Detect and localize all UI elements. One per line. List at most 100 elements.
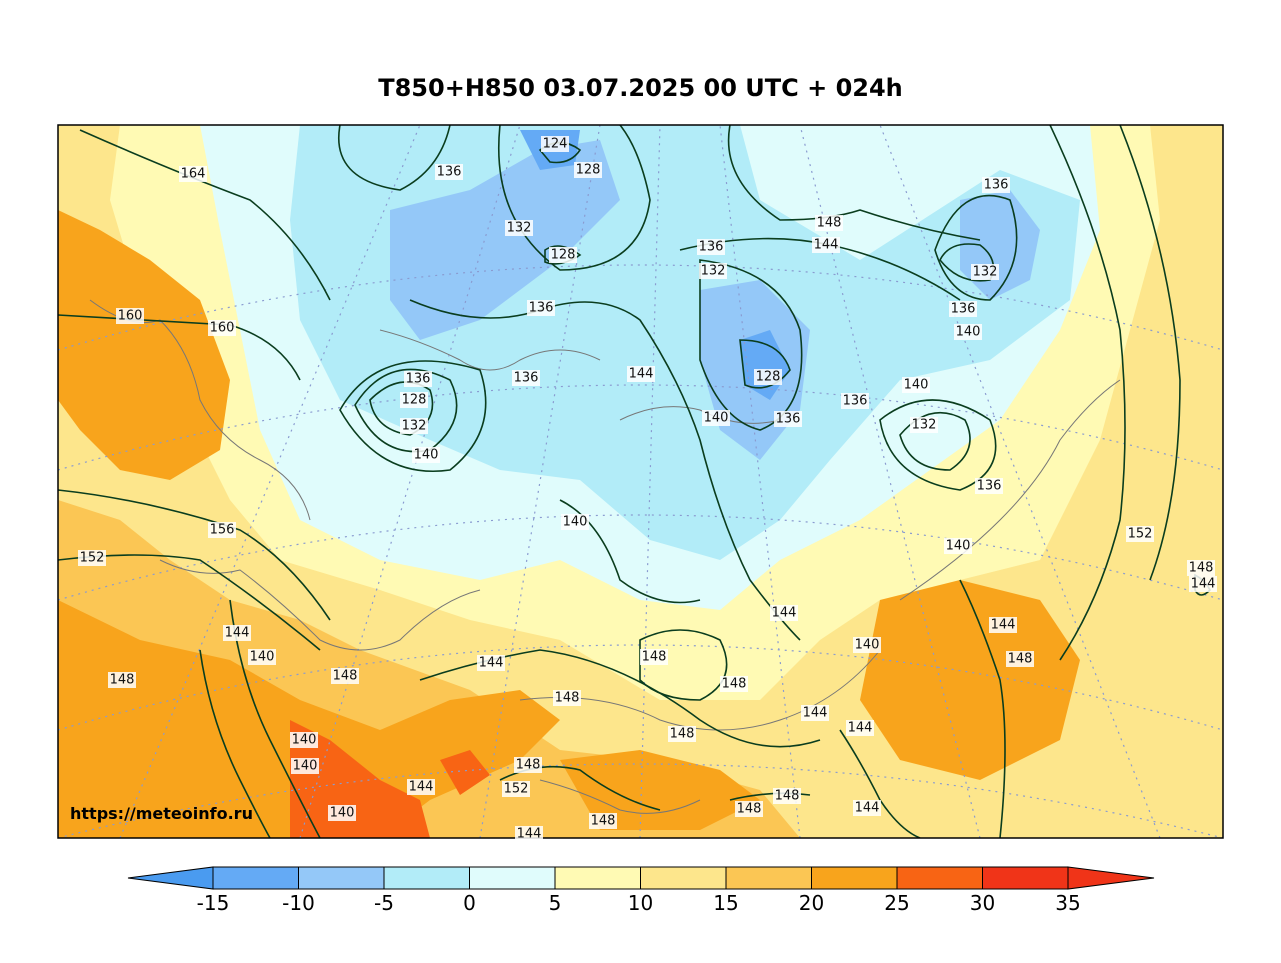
colorbar-tick-label: -10	[282, 891, 315, 915]
contour-label: 136	[527, 300, 555, 316]
svg-text:132: 132	[701, 264, 726, 279]
chart-title: T850+H850 03.07.2025 00 UTC + 024h	[378, 74, 903, 102]
contour-label: 144	[407, 779, 435, 795]
svg-text:140: 140	[414, 448, 439, 463]
svg-text:140: 140	[250, 650, 275, 665]
svg-text:144: 144	[803, 706, 828, 721]
contour-label: 140	[561, 514, 589, 530]
contour-label: 152	[78, 550, 106, 566]
colorbar-bin	[725, 866, 812, 890]
contour-label: 148	[553, 690, 581, 706]
svg-text:140: 140	[946, 539, 971, 554]
colorbar-tick-label: 35	[1055, 891, 1080, 915]
contour-label: 140	[291, 758, 319, 774]
svg-text:136: 136	[951, 302, 976, 317]
contour-label: 144	[812, 237, 840, 253]
svg-text:132: 132	[507, 221, 532, 236]
svg-text:148: 148	[737, 802, 762, 817]
svg-text:136: 136	[406, 372, 431, 387]
svg-text:148: 148	[642, 650, 667, 665]
contour-label: 148	[773, 788, 801, 804]
svg-text:144: 144	[629, 367, 654, 382]
svg-text:152: 152	[1128, 527, 1153, 542]
svg-text:136: 136	[843, 394, 868, 409]
colorbar-bin	[811, 866, 898, 890]
fill-minus5-0	[390, 140, 620, 340]
contour-label: 148	[514, 757, 542, 773]
svg-text:148: 148	[670, 727, 695, 742]
contour-label: 136	[512, 370, 540, 386]
fill-30-35-b	[440, 750, 490, 795]
colorbar-tick-label: 15	[713, 891, 738, 915]
svg-text:128: 128	[402, 393, 427, 408]
contour-label: 140	[853, 637, 881, 653]
contour-label: 136	[774, 411, 802, 427]
contour-label: 152	[502, 781, 530, 797]
svg-text:132: 132	[912, 418, 937, 433]
svg-text:164: 164	[181, 167, 206, 182]
contour-label: 144	[1189, 576, 1217, 592]
svg-text:140: 140	[330, 806, 355, 821]
svg-text:148: 148	[110, 673, 135, 688]
contour-label: 148	[589, 813, 617, 829]
svg-text:140: 140	[904, 378, 929, 393]
svg-text:148: 148	[333, 669, 358, 684]
graticule	[58, 125, 1223, 838]
contour-label: 144	[846, 720, 874, 736]
colorbar-under	[127, 866, 214, 890]
svg-text:144: 144	[855, 801, 880, 816]
svg-text:152: 152	[504, 782, 529, 797]
contour-label: 148	[1187, 560, 1215, 576]
contour-label: 144	[223, 625, 251, 641]
contour-label: 144	[477, 655, 505, 671]
svg-text:148: 148	[817, 216, 842, 231]
contour-label: 160	[116, 308, 144, 324]
contour-label: 132	[910, 417, 938, 433]
contour-label: 124	[541, 136, 569, 152]
svg-text:128: 128	[756, 370, 781, 385]
svg-text:136: 136	[529, 301, 554, 316]
svg-text:136: 136	[776, 412, 801, 427]
watermark: https://meteoinfo.ru	[70, 804, 253, 823]
contour-label: 160	[208, 320, 236, 336]
contour-label: 148	[668, 726, 696, 742]
svg-text:144: 144	[814, 238, 839, 253]
fill-25-30-west	[58, 210, 230, 480]
colorbar-tick-label: 5	[549, 891, 562, 915]
contour-label: 148	[815, 215, 843, 231]
contour-label: 148	[108, 672, 136, 688]
svg-text:140: 140	[855, 638, 880, 653]
contour-label: 132	[505, 220, 533, 236]
fill-25-30-southeast	[860, 580, 1080, 780]
coastlines	[89, 299, 1121, 814]
contour-label: 144	[515, 826, 543, 842]
svg-text:144: 144	[991, 618, 1016, 633]
svg-text:152: 152	[80, 551, 105, 566]
colorbar-tick-label: 20	[799, 891, 824, 915]
contour-label: 164	[179, 166, 207, 182]
svg-text:144: 144	[225, 626, 250, 641]
svg-text:148: 148	[1008, 652, 1033, 667]
svg-text:156: 156	[210, 523, 235, 538]
svg-text:132: 132	[973, 265, 998, 280]
svg-text:128: 128	[551, 248, 576, 263]
contour-label: 128	[754, 369, 782, 385]
contours	[58, 125, 1211, 838]
svg-text:140: 140	[292, 733, 317, 748]
svg-text:136: 136	[977, 479, 1002, 494]
svg-text:144: 144	[517, 827, 542, 842]
contour-label: 136	[697, 239, 725, 255]
contour-label: 128	[400, 392, 428, 408]
contour-label: 132	[400, 418, 428, 434]
svg-text:136: 136	[437, 165, 462, 180]
contour-label: 136	[435, 164, 463, 180]
contour-label: 140	[902, 377, 930, 393]
svg-text:148: 148	[516, 758, 541, 773]
contour-label: 136	[841, 393, 869, 409]
contour-label: 144	[853, 800, 881, 816]
svg-text:144: 144	[1191, 577, 1216, 592]
colorbar-bin	[982, 866, 1069, 890]
contour-label: 140	[412, 447, 440, 463]
